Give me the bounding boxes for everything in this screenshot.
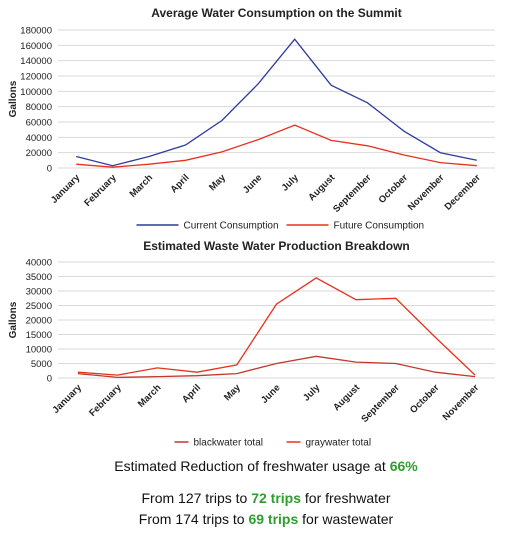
y-tick-label: 60000: [26, 118, 52, 129]
x-tick-label: July: [301, 382, 323, 404]
x-tick-label: August: [331, 382, 363, 414]
y-tick-label: 5000: [31, 359, 52, 370]
x-tick-label: May: [222, 382, 243, 403]
summary-text: for freshwater: [301, 490, 391, 506]
x-tick-label: December: [443, 172, 483, 212]
data-line: [77, 277, 476, 376]
y-axis-label: Gallons: [8, 80, 19, 117]
y-axis-label: Gallons: [8, 301, 19, 338]
x-tick-label: February: [87, 382, 124, 419]
x-tick-label: January: [49, 172, 83, 206]
x-tick-label: June: [241, 172, 264, 195]
y-tick-label: 15000: [26, 330, 52, 341]
summary-line: From 174 trips to 69 trips for wastewate…: [139, 511, 394, 527]
y-tick-label: 180000: [20, 26, 52, 37]
data-line: [76, 124, 477, 168]
summary-text: 72 trips: [251, 490, 301, 506]
x-tick-label: January: [50, 382, 84, 416]
y-tick-label: 40000: [26, 133, 52, 144]
x-tick-label: March: [136, 382, 164, 410]
x-tick-label: November: [441, 382, 482, 423]
summary-text: From 174 trips to: [139, 511, 249, 527]
x-tick-label: August: [306, 172, 338, 204]
y-tick-label: 20000: [26, 148, 52, 159]
x-tick-label: April: [168, 172, 191, 195]
summary-text: 69 trips: [248, 511, 298, 527]
x-tick-label: September: [331, 172, 374, 215]
x-tick-label: October: [408, 382, 442, 416]
y-tick-label: 100000: [20, 87, 52, 98]
chart-title: Estimated Waste Water Production Breakdo…: [143, 239, 410, 253]
y-tick-label: 160000: [20, 41, 52, 52]
x-tick-label: May: [207, 172, 228, 193]
x-tick-label: November: [406, 172, 447, 213]
y-tick-label: 35000: [26, 272, 52, 283]
summary-line: Estimated Reduction of freshwater usage …: [114, 458, 418, 474]
x-tick-label: September: [359, 382, 402, 425]
summary-text: 66%: [390, 458, 419, 474]
x-tick-label: October: [377, 172, 411, 206]
y-tick-label: 80000: [26, 102, 52, 113]
y-tick-label: 30000: [26, 287, 52, 298]
x-tick-label: March: [128, 172, 156, 200]
legend-label: Future Consumption: [334, 221, 425, 232]
legend-label: Current Consumption: [184, 221, 279, 232]
y-tick-label: 0: [47, 164, 52, 175]
y-tick-label: 0: [47, 374, 52, 385]
x-tick-label: February: [82, 172, 119, 209]
chart-title: Average Water Consumption on the Summit: [151, 6, 401, 20]
summary-text: for wastewater: [298, 511, 393, 527]
x-tick-label: July: [280, 172, 302, 194]
y-tick-label: 20000: [26, 316, 52, 327]
x-tick-label: June: [259, 382, 282, 405]
y-tick-label: 10000: [26, 345, 52, 356]
legend-label: graywater total: [306, 438, 372, 449]
summary-text: From 127 trips to: [142, 490, 252, 506]
data-line: [77, 355, 476, 379]
data-line: [76, 38, 477, 167]
y-tick-label: 140000: [20, 56, 52, 67]
legend-label: blackwater total: [194, 438, 263, 449]
y-tick-label: 25000: [26, 301, 52, 312]
y-tick-label: 40000: [26, 258, 52, 269]
y-tick-label: 120000: [20, 72, 52, 83]
summary-text: Estimated Reduction of freshwater usage …: [114, 458, 389, 474]
x-tick-label: April: [180, 382, 203, 405]
summary-line: From 127 trips to 72 trips for freshwate…: [142, 490, 391, 506]
